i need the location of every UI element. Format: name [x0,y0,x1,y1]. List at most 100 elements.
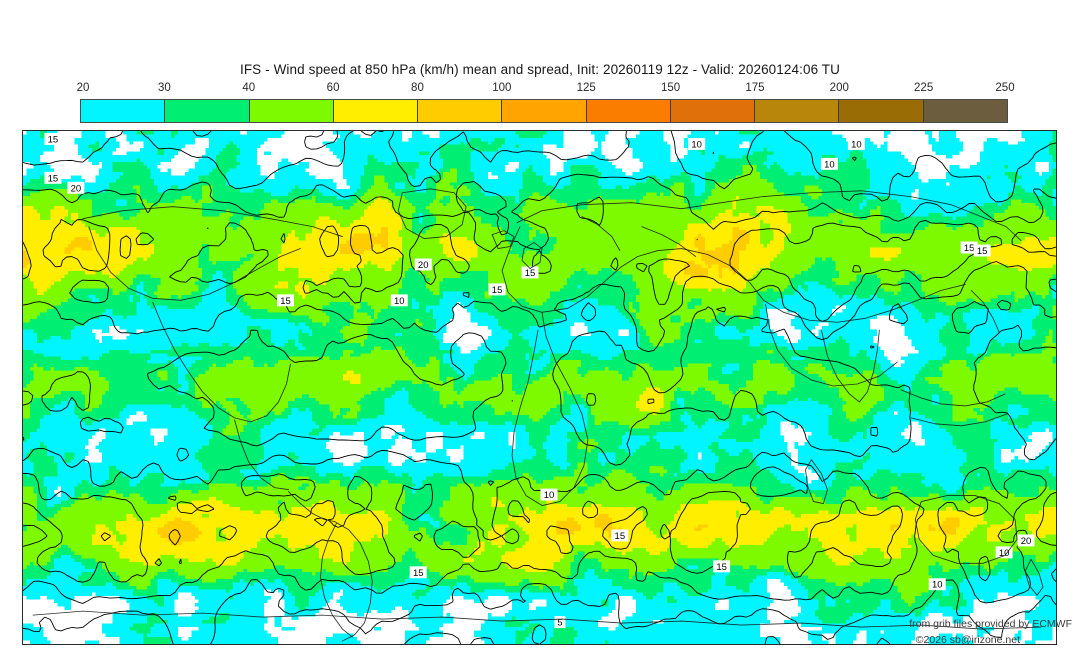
colorbar-segment-dark-orange [670,100,756,122]
coastline-19 [491,230,515,249]
contour-label: 5 [554,616,566,629]
colorbar-segment-orange [586,100,671,122]
contour-label: 15 [409,566,427,579]
colorbar-segment-cyan [81,100,166,122]
coastline-17 [397,188,467,240]
contour-label: 10 [390,294,408,307]
coastline-4 [765,303,898,387]
coastline-6 [900,389,1006,407]
colorbar-tick-225: 225 [914,82,934,94]
svg-text:10: 10 [999,548,1010,559]
svg-text:15: 15 [977,246,988,257]
coastline-5 [821,329,880,403]
colorbar-tick-200: 200 [829,82,849,94]
spread-contour-15 [23,173,1056,604]
coastline-10 [82,206,343,238]
contour-label: 20 [67,181,85,194]
svg-text:15: 15 [48,173,59,184]
contour-label: 10 [688,137,706,150]
coastline-22 [805,459,828,504]
colorbar-tick-150: 150 [660,82,681,94]
contour-label: 20 [1017,534,1035,547]
spread-contour-5 [192,131,891,644]
contour-label: 15 [713,560,731,573]
colorbar-segment-amber [502,100,587,122]
svg-text:15: 15 [48,134,59,145]
colorbar-tick-30: 30 [157,82,171,94]
svg-text:15: 15 [615,531,626,542]
coastline-0 [516,190,1022,241]
contour-label: 10 [820,157,838,170]
colorbar-segment-dark-goldenrod [755,100,840,122]
coastline-2 [511,311,589,506]
svg-text:5: 5 [557,618,562,629]
colorbar-tick-80: 80 [411,82,424,94]
coastline-21 [970,289,1000,333]
contour-label: 15 [44,132,62,145]
contour-label: 10 [995,546,1013,559]
colorbar-segment-yellow [333,100,419,122]
contour-label: 10 [847,137,865,150]
coastline-7 [910,413,1008,427]
colorbar-tick-175: 175 [745,82,765,94]
colorbar-tick-100: 100 [492,82,512,94]
colorbar-tick-250: 250 [995,82,1015,94]
svg-text:15: 15 [492,285,503,296]
svg-text:10: 10 [544,490,555,501]
svg-text:15: 15 [716,562,727,573]
coastline-16 [319,523,353,638]
colorbar-segment-spring-green [165,100,250,122]
colorbar-segment-dark-brown [839,100,924,122]
colorbar-tick-labels: 20 30 40 60 80 100 125 150 175 200 225 250 [76,82,1015,97]
svg-text:20: 20 [418,260,429,271]
colorbar-tick-40: 40 [242,82,256,94]
coastline-8 [914,495,1018,564]
contour-label: 15 [960,241,978,254]
contour-label: 15 [611,529,629,542]
coastline-15 [333,521,373,642]
colorbar [80,99,1008,123]
coastline-18 [32,610,1042,630]
contour-label: 20 [414,258,432,271]
coastline-11 [88,226,301,301]
svg-text:10: 10 [932,580,943,591]
contour-label: 15 [44,171,62,184]
svg-text:15: 15 [525,268,536,279]
svg-text:15: 15 [413,568,424,579]
coastline-3 [763,283,966,323]
svg-text:10: 10 [851,139,862,150]
svg-text:10: 10 [394,296,405,307]
wind-band-30 [23,131,1056,644]
colorbar-tick-125: 125 [576,82,596,94]
svg-text:15: 15 [964,243,975,254]
coastline-1 [501,226,764,313]
colorbar-segments [80,99,1008,123]
coastline-23 [581,216,621,251]
coastline-9 [1024,558,1044,596]
svg-text:20: 20 [1021,536,1032,547]
contour-label: 15 [277,294,294,307]
contour-label: 10 [540,488,558,501]
colorbar-tick-20: 20 [76,82,90,94]
coastline-24 [641,226,697,257]
contour-label: 10 [928,578,946,591]
colorbar-tick-60: 60 [326,82,340,94]
coastline-20 [521,242,543,269]
coastline-12 [152,301,291,423]
colorbar-segment-gold [418,100,503,122]
coastline-14 [288,491,335,522]
svg-text:10: 10 [691,139,702,150]
svg-text:10: 10 [824,159,835,170]
wind-band-60 [23,195,1056,573]
contour-label: 15 [521,266,539,279]
map-frame[interactable]: 15 15 20 10 10 10 20 15 15 10 15 15 15 15 15 15 10 10 20 10… [22,130,1057,645]
coastline-13 [234,419,289,491]
wind-band-20 [23,131,1056,644]
colorbar-segment-olive-gray [923,100,1007,122]
page-title: IFS - Wind speed at 850 hPa (km/h) mean … [239,62,840,77]
spread-contour-20 [23,196,1056,583]
svg-text:20: 20 [71,183,82,194]
svg-text:15: 15 [280,296,291,307]
colorbar-segment-chartreuse [249,100,334,122]
